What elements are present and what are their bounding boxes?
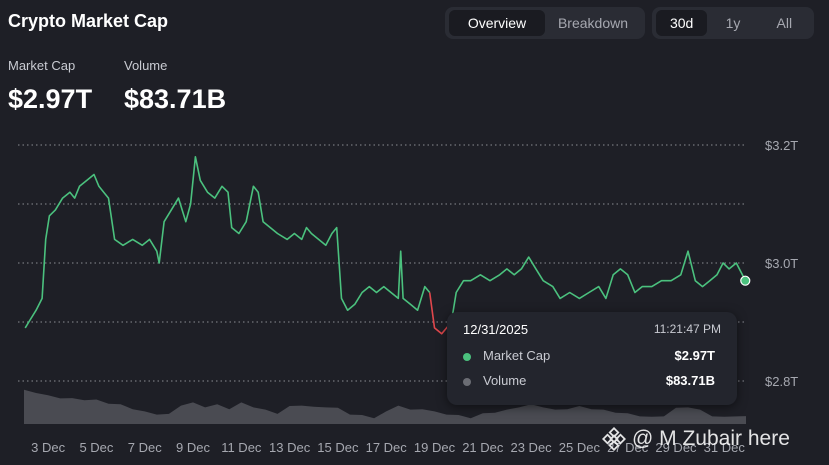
volume-label: Volume	[124, 58, 168, 73]
volume-layer	[24, 389, 746, 424]
tooltip-volume-label: Volume	[483, 373, 527, 388]
x-tick-label: 21 Dec	[462, 440, 504, 455]
x-tick-label: 29 Dec	[655, 440, 697, 455]
x-tick-label: 23 Dec	[510, 440, 552, 455]
x-tick-label: 3 Dec	[31, 440, 65, 455]
x-tick-label: 11 Dec	[221, 440, 262, 455]
tab-overview[interactable]: Overview	[449, 10, 545, 36]
tab-breakdown[interactable]: Breakdown	[557, 15, 629, 31]
market-cap-value: $2.97T	[8, 84, 93, 114]
range-1y-button[interactable]: 1y	[725, 15, 741, 31]
watermark: @ M Zubair here	[602, 427, 790, 451]
tooltip-row-volume: Volume $83.71B	[463, 373, 715, 391]
y-tick-label: $3.2T	[765, 138, 798, 153]
volume-dot-icon	[463, 378, 471, 386]
tooltip-row-market-cap: Market Cap $2.97T	[463, 348, 715, 366]
x-tick-label: 31 Dec	[704, 440, 746, 455]
x-tick-label: 7 Dec	[128, 440, 162, 455]
view-toggle: Overview Breakdown	[445, 7, 645, 39]
tooltip-time: 11:21:47 PM	[653, 322, 721, 336]
y-tick-label: $3.0T	[765, 256, 798, 271]
tooltip-market-cap-value: $2.97T	[674, 348, 715, 363]
tooltip-date: 12/31/2025	[463, 322, 529, 337]
range-30d-button[interactable]: 30d	[656, 10, 708, 36]
axis-layer: $3.2T $3.0T $2.8T 3 Dec 5 Dec 7 Dec 9 Dec 11 De…	[31, 138, 798, 455]
market-cap-line-up-2	[450, 250, 747, 323]
x-tick-label: 17 Dec	[366, 440, 408, 455]
x-tick-label: 9 Dec	[176, 440, 210, 455]
page-title: Crypto Market Cap	[8, 11, 169, 31]
x-tick-label: 25 Dec	[559, 440, 601, 455]
market-cap-label: Market Cap	[8, 58, 76, 73]
tooltip-volume-value: $83.71B	[665, 373, 715, 388]
tooltip-market-cap-label: Market Cap	[483, 348, 551, 363]
binance-logo-icon	[602, 427, 626, 451]
x-tick-label: 15 Dec	[317, 440, 359, 455]
volume-value: $83.71B	[124, 84, 227, 114]
market-cap-dot-icon	[463, 353, 471, 361]
market-cap-line-up-1	[24, 156, 431, 329]
last-point-marker	[740, 275, 751, 286]
y-tick-label: $2.8T	[765, 374, 798, 389]
x-tick-label: 5 Dec	[79, 440, 113, 455]
line-layer	[24, 156, 751, 335]
x-tick-label: 19 Dec	[414, 440, 456, 455]
watermark-text: @ M Zubair here	[632, 427, 790, 450]
x-tick-label: 13 Dec	[269, 440, 311, 455]
range-all-button[interactable]: All	[776, 15, 793, 31]
range-toggle: 30d 1y All	[652, 7, 814, 39]
volume-area	[24, 389, 746, 424]
chart-tooltip: 12/31/2025 11:21:47 PM Market Cap $2.97T…	[447, 312, 737, 405]
